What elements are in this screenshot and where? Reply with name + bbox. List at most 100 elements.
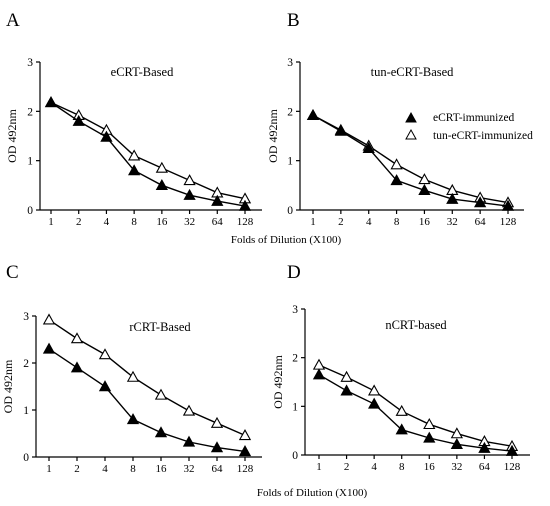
y-tick-label: 3 xyxy=(27,57,33,69)
data-point-filled-triangle xyxy=(423,431,436,443)
legend-label-open: tun-eCRT-immunized xyxy=(433,130,533,142)
x-tick-label: 8 xyxy=(399,461,405,473)
data-point-open-triangle xyxy=(98,348,112,360)
panel-title: eCRT-Based xyxy=(111,65,174,79)
series-ecrt-immunized xyxy=(312,368,519,456)
y-tick-label: 1 xyxy=(292,401,298,413)
x-tick-label: 128 xyxy=(237,216,254,228)
legend-label-filled: eCRT-immunized xyxy=(433,112,515,124)
x-tick-label: 128 xyxy=(500,216,517,228)
series-tun-ecrt-immunized xyxy=(306,108,515,208)
x-tick-label: 16 xyxy=(156,463,168,475)
x-tick-label: 64 xyxy=(212,216,224,228)
x-tick-label: 8 xyxy=(131,216,137,228)
data-point-filled-triangle xyxy=(450,437,463,450)
x-tick-label: 128 xyxy=(237,463,254,475)
series-tun-ecrt-immunized xyxy=(42,313,252,441)
y-tick-label: 1 xyxy=(23,405,29,417)
data-point-filled-triangle xyxy=(312,368,326,380)
series-ecrt-immunized xyxy=(44,96,252,211)
y-tick-label: 2 xyxy=(287,106,293,118)
panel-title: nCRT-based xyxy=(385,318,447,332)
x-tick-label: 4 xyxy=(371,461,377,473)
data-point-filled-triangle xyxy=(128,164,141,176)
x-tick-label: 32 xyxy=(447,216,458,228)
data-point-filled-triangle xyxy=(210,441,224,453)
data-point-open-triangle xyxy=(390,158,403,170)
data-point-open-triangle xyxy=(183,174,196,186)
panel-letter-b: B xyxy=(287,10,300,31)
data-point-open-triangle xyxy=(42,313,56,325)
data-point-filled-triangle xyxy=(418,183,431,195)
data-point-filled-triangle xyxy=(362,142,375,154)
data-point-open-triangle xyxy=(155,161,168,173)
data-point-filled-triangle xyxy=(211,194,224,206)
series-tun-ecrt-immunized xyxy=(312,358,519,451)
y-axis-label: OD 492nm xyxy=(266,109,280,163)
x-tick-label: 1 xyxy=(310,216,316,228)
x-tick-label: 32 xyxy=(184,216,195,228)
open-triangle-icon xyxy=(405,128,417,140)
y-tick-label: 1 xyxy=(27,156,33,168)
data-point-open-triangle xyxy=(128,149,141,161)
data-point-filled-triangle xyxy=(334,124,347,136)
panel-letter-c: C xyxy=(6,262,19,283)
x-tick-label: 64 xyxy=(479,461,491,473)
data-point-filled-triangle xyxy=(390,174,403,186)
data-point-filled-triangle xyxy=(501,199,515,211)
panel-title: tun-eCRT-Based xyxy=(371,65,455,79)
y-tick-label: 3 xyxy=(23,311,29,323)
data-point-open-triangle xyxy=(238,429,252,441)
x-tick-label: 1 xyxy=(46,463,52,475)
panel-letter-d: D xyxy=(287,262,301,283)
data-point-open-triangle xyxy=(312,358,326,370)
data-point-filled-triangle xyxy=(44,96,58,108)
x-tick-label: 4 xyxy=(102,463,108,475)
data-point-filled-triangle xyxy=(505,444,519,456)
data-point-filled-triangle xyxy=(70,361,84,373)
x-tick-label: 16 xyxy=(156,216,168,228)
data-point-filled-triangle xyxy=(474,196,487,208)
y-tick-label: 0 xyxy=(287,205,293,217)
x-tick-label: 32 xyxy=(451,461,462,473)
data-point-filled-triangle xyxy=(72,114,85,126)
data-point-open-triangle xyxy=(450,427,463,439)
data-point-filled-triangle xyxy=(478,441,491,453)
panel-b: 0 1 2 3 1 2 4 8 16 32 64 128 OD 492nm tun-eCRT-Based xyxy=(266,57,524,228)
x-tick-label: 2 xyxy=(344,461,350,473)
y-tick-label: 0 xyxy=(27,205,33,217)
panel-letter-a: A xyxy=(6,10,20,31)
data-point-open-triangle xyxy=(395,404,408,416)
x-axis-label-top: Folds of Dilution (X100) xyxy=(231,234,342,246)
panel-a: 0 1 2 3 1 2 4 8 16 32 64 128 OD 492nm eCRT-Based xyxy=(5,57,262,228)
data-point-filled-triangle xyxy=(155,179,168,191)
data-point-open-triangle xyxy=(126,370,140,382)
y-tick-label: 2 xyxy=(27,106,33,118)
data-point-open-triangle xyxy=(182,404,196,416)
data-point-filled-triangle xyxy=(154,426,168,438)
data-point-filled-triangle xyxy=(100,130,113,142)
data-point-open-triangle xyxy=(423,418,436,430)
x-tick-label: 2 xyxy=(76,216,82,228)
data-point-filled-triangle xyxy=(395,423,408,435)
series-ecrt-immunized xyxy=(306,108,515,211)
data-point-filled-triangle xyxy=(306,108,320,120)
y-tick-label: 3 xyxy=(292,304,298,316)
x-tick-label: 128 xyxy=(504,461,521,473)
x-axis-label-bottom: Folds of Dilution (X100) xyxy=(257,487,368,499)
x-tick-label: 1 xyxy=(48,216,54,228)
y-tick-label: 1 xyxy=(287,156,293,168)
y-axis-label: OD 492nm xyxy=(271,355,285,409)
data-point-open-triangle xyxy=(368,384,381,396)
x-tick-label: 16 xyxy=(419,216,431,228)
data-point-filled-triangle xyxy=(340,384,353,396)
y-tick-label: 0 xyxy=(292,450,298,462)
x-tick-label: 4 xyxy=(366,216,372,228)
data-point-open-triangle xyxy=(154,388,168,400)
data-point-filled-triangle xyxy=(98,380,112,392)
data-point-filled-triangle xyxy=(368,397,381,409)
data-point-filled-triangle xyxy=(182,435,196,447)
legend: eCRT-immunized tun-eCRT-immunized xyxy=(405,111,533,142)
panel-d: 0 1 2 3 1 2 4 8 16 32 64 128 OD 492nm nCRT-based xyxy=(271,304,530,473)
